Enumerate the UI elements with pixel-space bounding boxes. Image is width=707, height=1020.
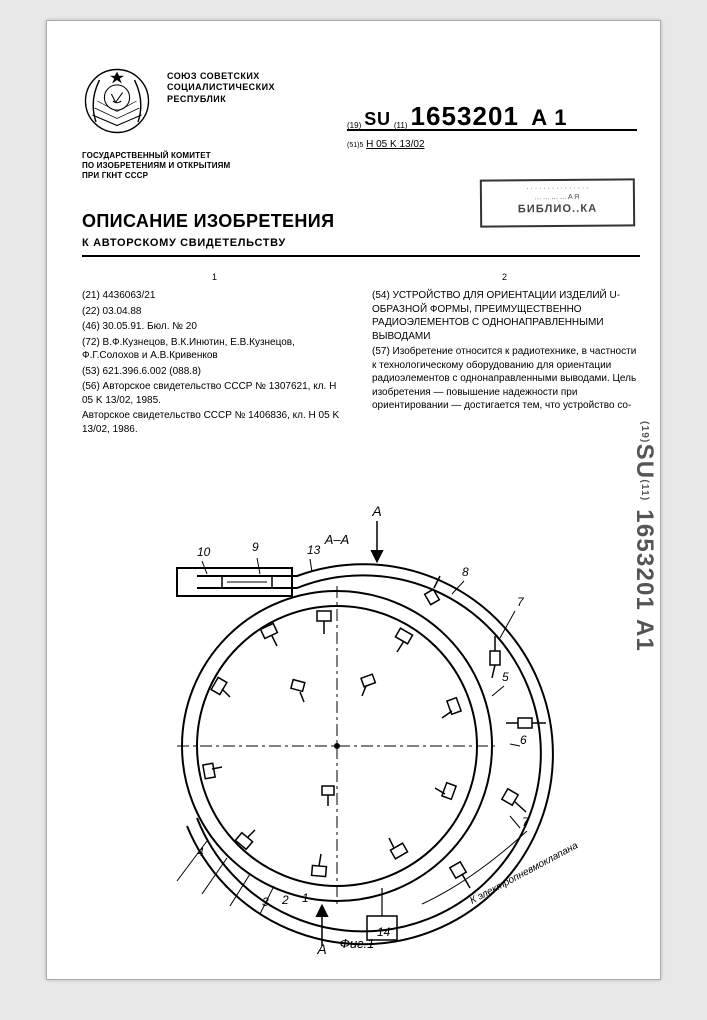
divider <box>347 129 637 131</box>
svg-text:2: 2 <box>281 893 289 907</box>
svg-text:14: 14 <box>377 925 391 939</box>
doc-subtitle: К АВТОРСКОМУ СВИДЕТЕЛЬСТВУ <box>82 237 286 249</box>
svg-text:3: 3 <box>262 895 269 909</box>
ipc-classification: (51)5 H 05 K 13/02 <box>347 139 425 150</box>
svg-text:4: 4 <box>197 845 204 859</box>
biblio-column: 1 (21) 4436063/21 (22) 03.04.88 (46) 30.… <box>82 271 347 438</box>
figure-1: А А А–А К электропневмоклапана 123456778… <box>122 486 592 956</box>
svg-text:6: 6 <box>520 733 527 747</box>
svg-text:7: 7 <box>517 595 525 609</box>
svg-text:13: 13 <box>307 543 321 557</box>
figure-caption: Фиг.1 <box>340 936 375 951</box>
issuing-org: СОЮЗ СОВЕТСКИХ СОЦИАЛИСТИЧЕСКИХ РЕСПУБЛИ… <box>167 71 275 105</box>
svg-text:10: 10 <box>197 545 211 559</box>
svg-text:А: А <box>371 503 381 519</box>
svg-text:1: 1 <box>302 891 309 905</box>
svg-text:А–А: А–А <box>324 532 350 547</box>
side-publication-number: (19)SU(11) 1653201 A1 <box>630 421 658 652</box>
publication-number: (19) SU (11) 1653201 A 1 <box>347 101 567 132</box>
svg-text:К электропневмоклапана: К электропневмоклапана <box>468 840 580 907</box>
doc-title: ОПИСАНИЕ ИЗОБРЕТЕНИЯ <box>82 211 334 232</box>
svg-text:5: 5 <box>502 670 509 684</box>
svg-text:А: А <box>316 941 326 956</box>
divider <box>82 255 640 257</box>
state-emblem <box>82 66 152 136</box>
library-stamp: · · · · · · · · · · · · · · · …………АЯ БИБ… <box>480 178 635 227</box>
committee: ГОСУДАРСТВЕННЫЙ КОМИТЕТ ПО ИЗОБРЕТЕНИЯМ … <box>82 151 230 181</box>
abstract-column: 2 (54) УСТРОЙСТВО ДЛЯ ОРИЕНТАЦИИ ИЗДЕЛИЙ… <box>372 271 637 415</box>
svg-text:9: 9 <box>252 540 259 554</box>
svg-text:8: 8 <box>462 565 469 579</box>
